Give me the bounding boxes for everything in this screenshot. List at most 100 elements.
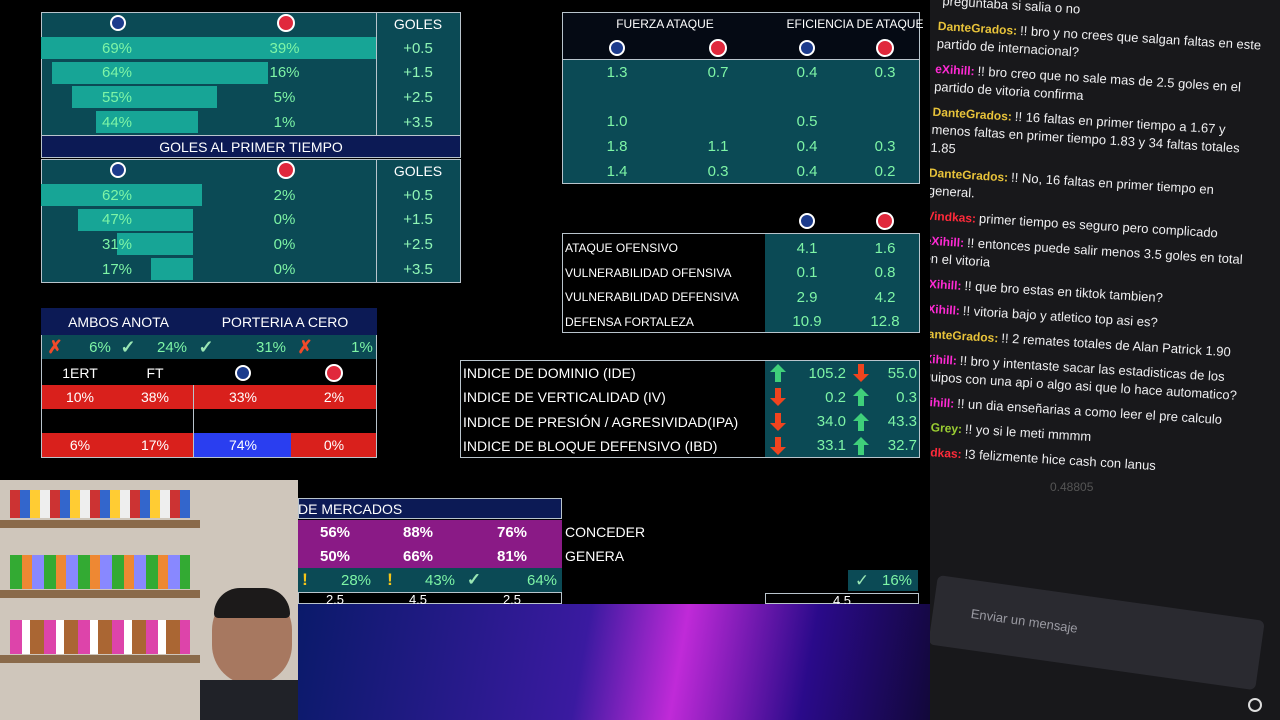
line-value: 2.5 — [502, 592, 522, 604]
scoring-pct: 74% — [228, 437, 258, 453]
profile-label: VULNERABILIDAD DEFENSIVA — [565, 290, 739, 305]
away-crest — [709, 39, 727, 57]
chat-username: eXihill: — [930, 301, 961, 318]
home-crest — [235, 365, 251, 381]
away-bar — [193, 86, 217, 109]
chat-username: Vindkas: — [930, 444, 963, 462]
home-index: 33.1 — [816, 437, 846, 455]
trend-arrow — [853, 388, 869, 407]
summary-pct: 6% — [89, 338, 111, 356]
scoring-row — [42, 385, 376, 409]
summary-pct: 1% — [351, 338, 373, 356]
shelf — [0, 655, 200, 663]
chat-text: !! que bro estas en tiktok tambien? — [964, 278, 1164, 306]
attack-value: 0.3 — [874, 63, 896, 81]
chat-text: !! vitoria bajo y atletico top asi es? — [962, 303, 1159, 330]
attack-value: 1.4 — [606, 162, 628, 180]
status-icon: ✓ — [120, 336, 136, 357]
section-title: GOLES AL PRIMER TIEMPO — [159, 138, 343, 155]
away-crest — [876, 39, 894, 57]
home-pct: 64% — [101, 64, 133, 82]
figures — [10, 490, 190, 518]
chat-username: DKGrey: — [930, 419, 963, 437]
column-header: GOLES — [393, 15, 443, 32]
chat-input[interactable]: Enviar un mensaje — [930, 575, 1265, 691]
trend-arrow — [853, 412, 869, 431]
trend-arrow — [770, 436, 786, 455]
away-pct: 0% — [273, 235, 296, 253]
away-index: 43.3 — [887, 413, 917, 431]
chat-text: !! yo si le meti mmmm — [964, 421, 1092, 445]
divider — [376, 159, 377, 283]
scoring-pct: 38% — [140, 389, 170, 405]
home-pct: 17% — [101, 260, 133, 278]
arrow-shape — [853, 436, 869, 455]
away-index: 0.3 — [896, 388, 917, 406]
chat-messages: preguntaba si salia o no DanteGrados: !! b… — [930, 0, 1264, 487]
chat-text: preguntaba si salia o no — [942, 0, 1081, 17]
line-value: 4.5 — [408, 592, 428, 604]
line-pct: 64% — [526, 571, 558, 589]
away-crest — [277, 14, 295, 32]
home-pct: 44% — [101, 113, 133, 131]
watermark: 0.48805 — [1050, 480, 1094, 494]
home-index: 105.2 — [808, 364, 846, 382]
side-cell — [848, 570, 918, 591]
market-pct: 56% — [319, 523, 351, 541]
home-index: 0.2 — [825, 388, 846, 406]
attack-value: 0.2 — [874, 162, 896, 180]
chat-username: eXihill: — [930, 351, 958, 368]
away-bar — [193, 61, 269, 84]
index-label: INDICE DE BLOQUE DEFENSIVO (IBD) — [463, 437, 718, 454]
chat-username: Vindkas: — [930, 208, 977, 226]
scoring-pct: 33% — [228, 389, 258, 405]
goal-line: +3.5 — [403, 113, 433, 131]
away-pct: 16% — [269, 64, 300, 82]
line-value: 4.5 — [832, 593, 852, 604]
market-pct: 76% — [496, 523, 528, 541]
status-icon: ✓ — [198, 336, 214, 357]
status-icon: ✗ — [47, 336, 63, 357]
attack-value: 0.5 — [796, 113, 818, 131]
home-value: 4.1 — [796, 239, 818, 257]
home-bar — [52, 61, 193, 84]
market-row — [298, 520, 562, 544]
market-label: CONCEDER — [565, 524, 646, 540]
arrow-shape — [853, 412, 869, 431]
chat-panel: preguntaba si salia o no DanteGrados: !! b… — [930, 0, 1280, 720]
attack-value: 1.8 — [606, 137, 628, 155]
away-pct: 5% — [273, 88, 296, 106]
index-label: INDICE DE VERTICALIDAD (IV) — [463, 389, 666, 406]
away-pct: 0% — [273, 211, 296, 229]
chat-text: !! bro creo que no sale mas de 2.5 goles… — [933, 63, 1242, 103]
side-partial — [765, 593, 919, 604]
profile-label: DEFENSA FORTALEZA — [565, 314, 694, 329]
attack-value: 1.0 — [606, 113, 628, 131]
person-body — [200, 680, 298, 720]
markets-title-bar — [298, 498, 562, 519]
person-hair — [214, 588, 290, 618]
trend-arrow — [770, 364, 786, 382]
home-crest — [799, 213, 815, 229]
status-icon: ! — [302, 570, 308, 589]
home-crest — [799, 40, 815, 56]
arrow-shape — [770, 412, 786, 431]
market-pct: 88% — [402, 523, 434, 541]
trend-arrow — [853, 436, 869, 455]
home-pct: 31% — [101, 235, 133, 253]
home-value: 0.1 — [796, 264, 818, 282]
market-partial — [298, 592, 562, 604]
home-pct: 47% — [101, 211, 133, 229]
home-index: 34.0 — [816, 413, 846, 431]
home-bar — [41, 37, 193, 59]
trend-arrow — [770, 388, 786, 407]
profile-values — [765, 234, 919, 332]
emote-button[interactable] — [1248, 698, 1262, 712]
chat-text: !! 2 remates totales de Alan Patrick 1.9… — [1000, 330, 1232, 360]
status-icon: ✓ — [466, 570, 482, 589]
goal-line: +2.5 — [403, 88, 433, 106]
section-title-bar — [41, 135, 461, 158]
index-label: INDICE DE PRESIÓN / AGRESIVIDAD(IPA) — [463, 413, 739, 430]
home-pct: 69% — [101, 39, 133, 57]
chat-username: DanteGrados: — [930, 326, 999, 346]
